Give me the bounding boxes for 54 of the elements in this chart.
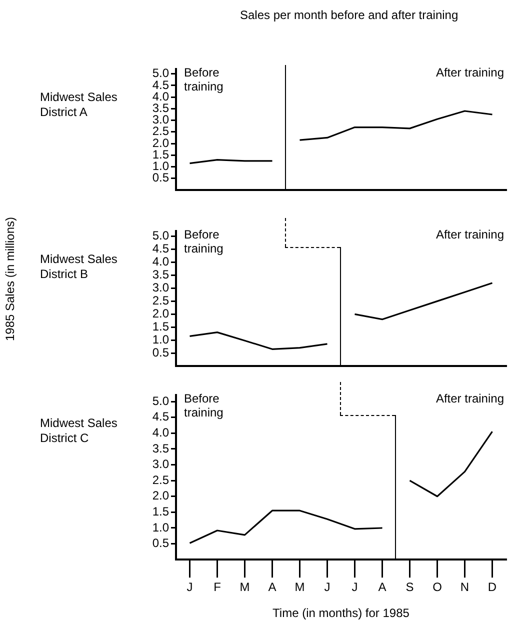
y-tick-label: 1.5 [152,147,170,162]
y-tick-label: 2.0 [152,488,170,503]
y-axis-title: 1985 Sales (in millions) [3,216,17,344]
y-tick-label: 3.5 [152,441,170,456]
y-tick-label: 0.5 [152,536,170,550]
annotation: After training [436,228,504,242]
y-tick-label: 3.0 [152,457,170,472]
x-tick-label: A [378,580,386,594]
annotation: Before training [184,228,224,256]
y-tick-label: 3.5 [152,268,170,282]
y-tick-label: 4.5 [152,78,170,92]
x-tick-label: M [240,580,250,594]
y-tick-label: 1.5 [152,504,170,518]
y-tick-label: 4.5 [152,242,170,256]
x-tick-label: S [406,580,414,594]
x-tick-label: D [488,580,497,594]
y-tick-label: 2.0 [152,136,170,150]
y-tick-label: 2.5 [152,124,170,138]
x-tick-label: J [186,580,193,594]
y-tick-label: 3.5 [152,101,170,116]
y-tick-label: 3.0 [152,112,170,127]
y-tick-label: 2.5 [152,294,170,308]
y-tick-label: 1.0 [152,520,170,534]
annotation: Before training [184,66,224,94]
y-tick-label: 5.0 [152,66,170,80]
y-tick-label: 1.0 [152,159,170,174]
y-tick-label: 4.0 [152,425,170,440]
text: Midwest Sales District B [40,252,118,282]
annotation: Before training [184,392,224,420]
x-tick-label: F [214,580,221,594]
y-tick-label: 3.0 [152,280,170,295]
annotation: After training [436,66,504,80]
y-tick-label: 2.5 [152,472,170,487]
y-tick-label: 4.5 [152,410,170,424]
y-tick-label: 1.5 [152,319,170,334]
y-tick-label: 4.0 [152,89,170,104]
x-axis-title: Time (in months) for 1985 [272,606,410,620]
y-tick-label: 0.5 [152,345,170,360]
annotation: After training [436,392,504,406]
y-tick-label: 5.0 [152,394,170,408]
y-tick-label: 2.0 [152,306,170,320]
y-tick-label: 0.5 [152,170,170,185]
x-tick-label: A [268,580,276,594]
y-tick-label: 5.0 [152,228,170,243]
text: Midwest Sales District C [40,416,118,446]
x-tick-label: M [294,580,305,594]
x-tick-label: J [352,580,358,594]
y-tick-label: 1.0 [152,332,170,346]
x-tick-label: J [324,580,330,594]
chart-subtitle: Sales per month before and after training [240,8,458,22]
text: Midwest Sales District A [40,90,118,120]
x-tick-label: N [460,580,470,594]
x-tick-label: O [432,580,442,594]
y-tick-label: 4.0 [152,254,170,269]
